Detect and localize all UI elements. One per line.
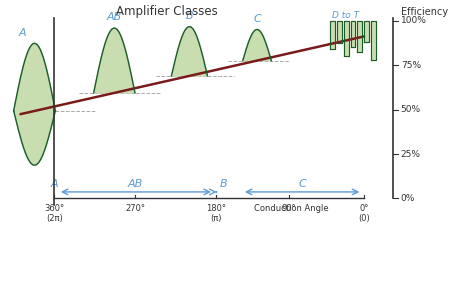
Text: 100%: 100% [401,16,426,25]
Text: 50%: 50% [401,105,421,114]
Text: 0%: 0% [401,194,415,203]
Polygon shape [364,21,369,42]
Text: C: C [253,14,261,24]
Text: A: A [50,179,58,189]
Polygon shape [344,21,349,56]
Text: 0°
(0): 0° (0) [358,203,370,223]
Polygon shape [14,43,55,111]
Polygon shape [243,30,271,61]
Text: 270°: 270° [125,203,145,213]
Text: A: A [18,28,26,38]
Polygon shape [171,27,207,76]
Text: D to T: D to T [332,11,359,20]
Text: Conduction Angle: Conduction Angle [254,203,328,213]
Text: B: B [185,11,193,22]
Text: C: C [298,179,306,189]
Text: 25%: 25% [401,150,421,158]
Polygon shape [14,111,55,165]
Text: 180°
(π): 180° (π) [206,203,226,223]
Text: Efficiency: Efficiency [401,7,448,17]
Polygon shape [350,21,355,47]
Text: 90°: 90° [282,203,296,213]
Polygon shape [357,21,362,52]
Polygon shape [330,21,335,49]
Text: B: B [219,179,227,189]
Text: 360°
(2π): 360° (2π) [44,203,64,223]
Polygon shape [337,21,342,43]
Text: Amplifier Classes: Amplifier Classes [116,5,218,18]
Text: 75%: 75% [401,61,421,70]
Text: AB: AB [127,179,142,189]
Polygon shape [93,28,135,93]
Polygon shape [371,21,376,60]
Text: AB: AB [107,11,122,22]
